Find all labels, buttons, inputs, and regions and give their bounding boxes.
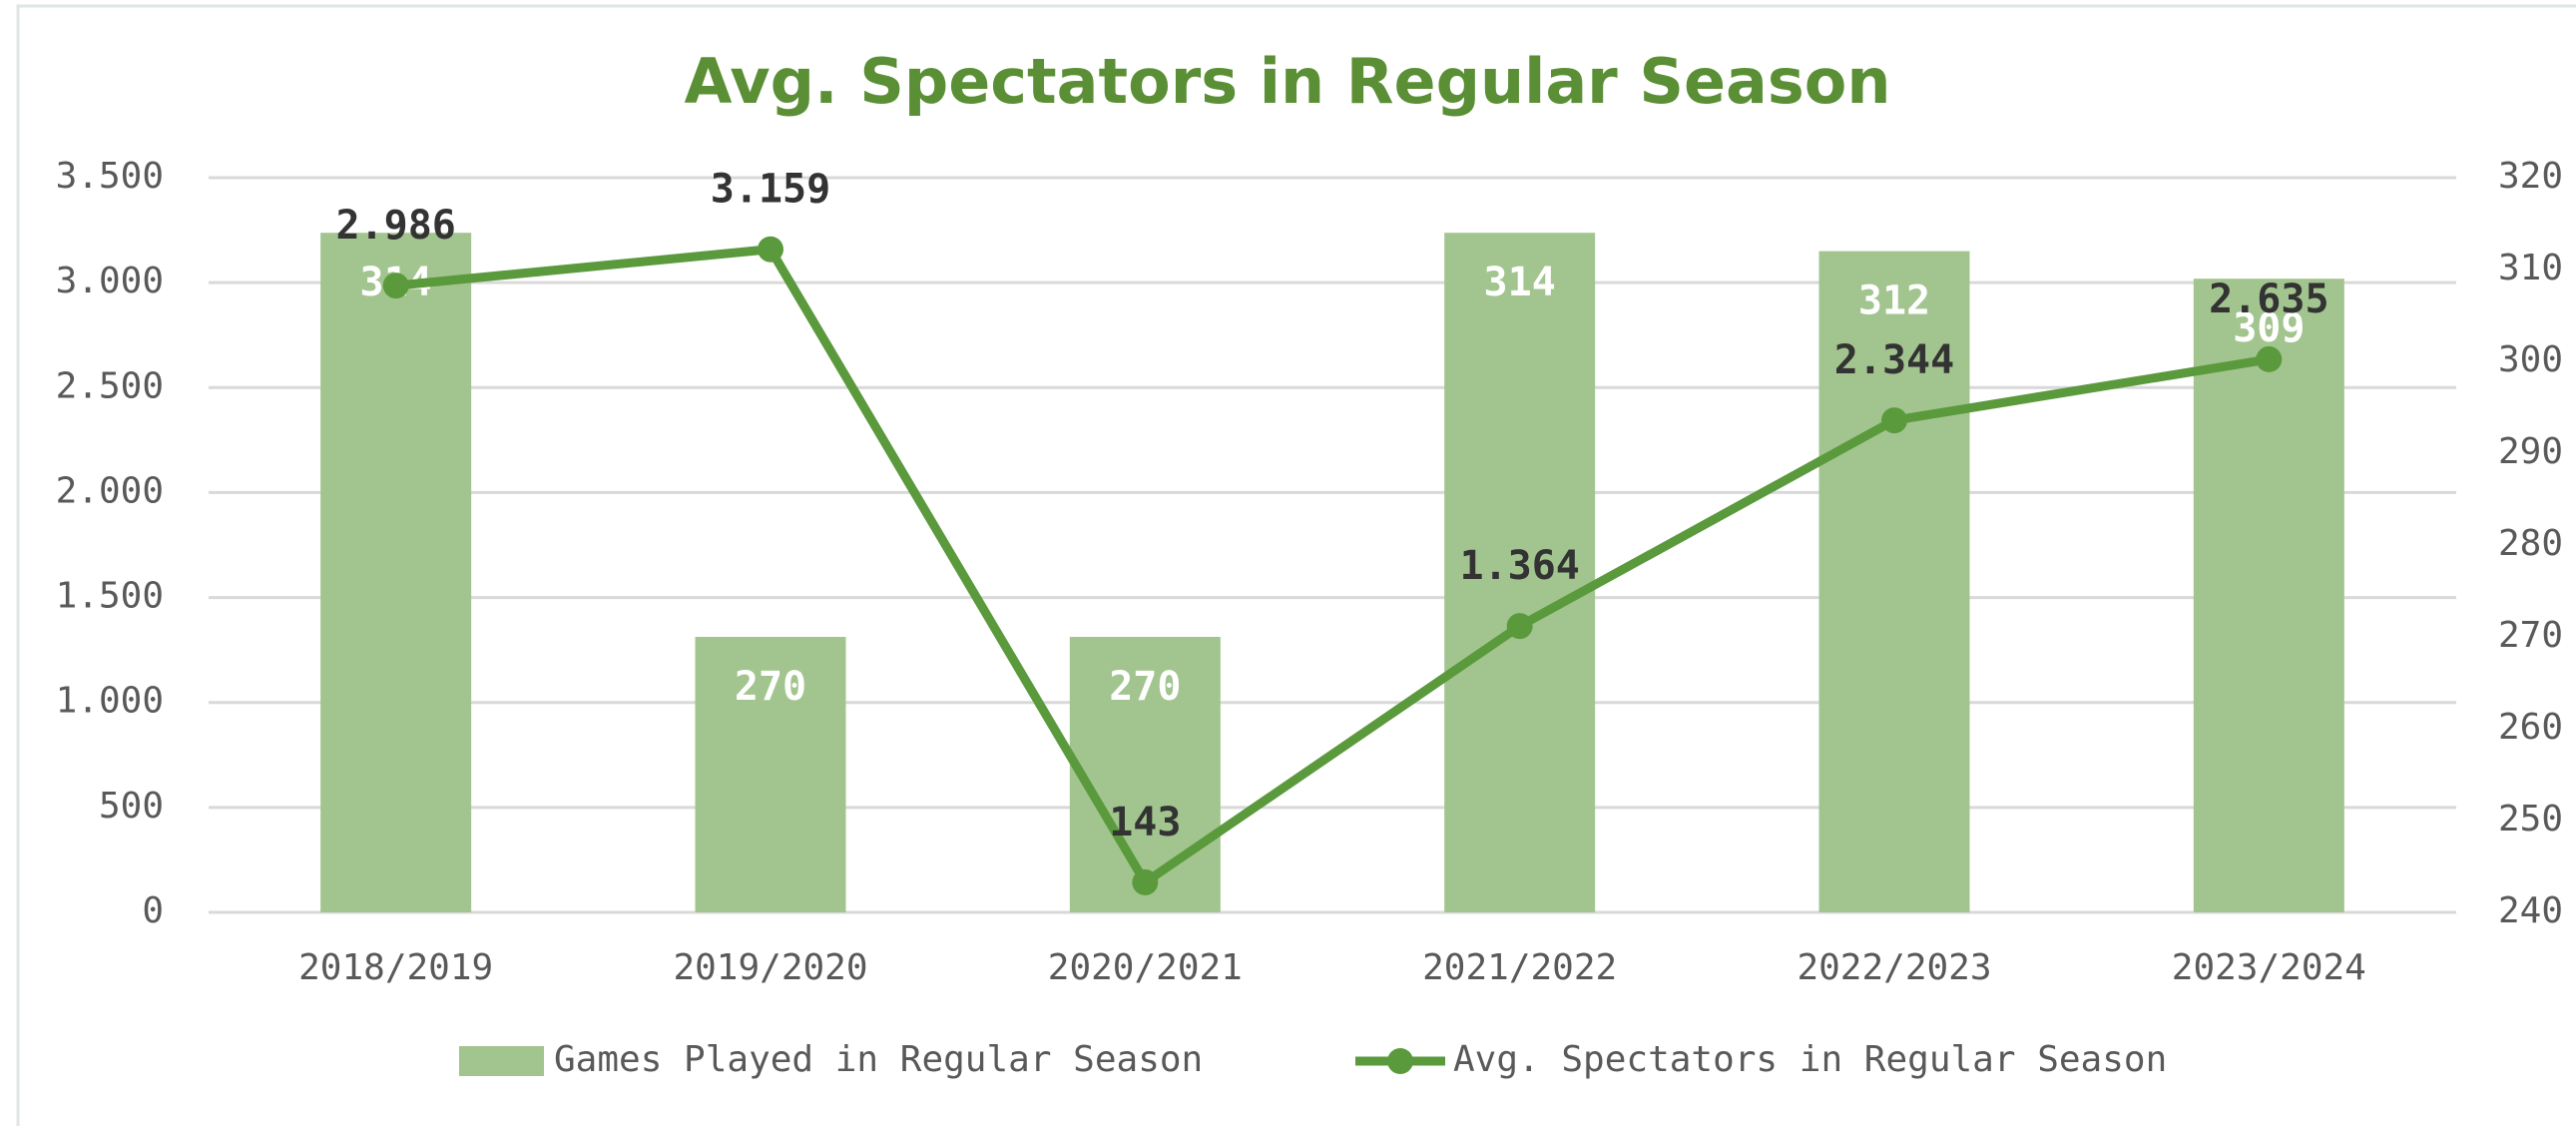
bar bbox=[2193, 279, 2344, 912]
y2-tick-label: 280 bbox=[2498, 523, 2563, 564]
y-tick-label: 3.500 bbox=[56, 156, 164, 197]
y-tick-label: 500 bbox=[99, 786, 164, 827]
bar-data-label: 270 bbox=[735, 664, 806, 710]
y2-tick-label: 240 bbox=[2498, 890, 2563, 931]
y2-tick-label: 310 bbox=[2498, 248, 2563, 288]
bar bbox=[1069, 637, 1221, 912]
bar bbox=[320, 233, 472, 912]
legend-label: Games Played in Regular Season bbox=[554, 1039, 1203, 1080]
bar-data-label: 312 bbox=[1858, 279, 1930, 324]
line-point bbox=[2256, 345, 2283, 372]
y2-tick-label: 260 bbox=[2498, 707, 2563, 748]
y-tick-label: 3.000 bbox=[56, 261, 164, 301]
line-point bbox=[1132, 868, 1159, 895]
line-point bbox=[1506, 613, 1533, 640]
legend-swatch bbox=[459, 1046, 544, 1076]
line-data-label: 143 bbox=[1109, 800, 1181, 845]
line-data-label: 1.364 bbox=[1459, 543, 1579, 589]
chart-title: Avg. Spectators in Regular Season bbox=[684, 45, 1890, 118]
y2-tick-label: 300 bbox=[2498, 339, 2563, 380]
bar bbox=[695, 637, 846, 912]
bar bbox=[1818, 251, 1970, 913]
x-tick-label: 2021/2022 bbox=[1422, 947, 1617, 988]
y-tick-label: 2.000 bbox=[56, 470, 164, 511]
legend-label: Avg. Spectators in Regular Season bbox=[1453, 1039, 2167, 1080]
y2-tick-label: 290 bbox=[2498, 431, 2563, 472]
x-tick-label: 2019/2020 bbox=[673, 947, 867, 988]
bar-data-label: 309 bbox=[2233, 305, 2305, 351]
y-tick-label: 1.500 bbox=[56, 576, 164, 617]
x-tick-label: 2018/2019 bbox=[298, 947, 493, 988]
line-point bbox=[758, 236, 783, 263]
line-data-label: 2.344 bbox=[1834, 337, 1954, 383]
y-tick-label: 0 bbox=[142, 890, 164, 931]
bar bbox=[1444, 233, 1596, 912]
y2-tick-label: 250 bbox=[2498, 799, 2563, 840]
x-tick-label: 2022/2023 bbox=[1797, 947, 1991, 988]
line-point bbox=[1881, 407, 1907, 434]
line-data-label: 2.986 bbox=[335, 203, 455, 249]
y2-tick-label: 270 bbox=[2498, 615, 2563, 656]
bar-data-label: 314 bbox=[1484, 260, 1556, 305]
line-data-label: 3.159 bbox=[711, 167, 830, 213]
bar-data-label: 270 bbox=[1109, 664, 1181, 710]
y-tick-label: 2.500 bbox=[56, 365, 164, 406]
x-tick-label: 2023/2024 bbox=[2172, 947, 2366, 988]
x-tick-label: 2020/2021 bbox=[1048, 947, 1243, 988]
y2-tick-label: 320 bbox=[2498, 156, 2563, 197]
line-point bbox=[382, 273, 409, 299]
line bbox=[395, 245, 2271, 887]
line-data-label: 2.635 bbox=[2209, 277, 2328, 322]
legend-marker bbox=[1387, 1048, 1413, 1074]
y-tick-label: 1.000 bbox=[56, 681, 164, 722]
